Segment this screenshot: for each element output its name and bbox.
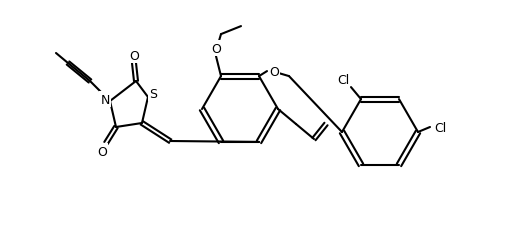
Text: Cl: Cl xyxy=(337,73,349,86)
Text: S: S xyxy=(149,87,157,100)
Text: Cl: Cl xyxy=(434,121,446,134)
Text: O: O xyxy=(269,65,279,78)
Text: O: O xyxy=(97,145,107,158)
Text: O: O xyxy=(129,49,139,62)
Text: O: O xyxy=(211,42,221,55)
Text: N: N xyxy=(100,93,110,106)
